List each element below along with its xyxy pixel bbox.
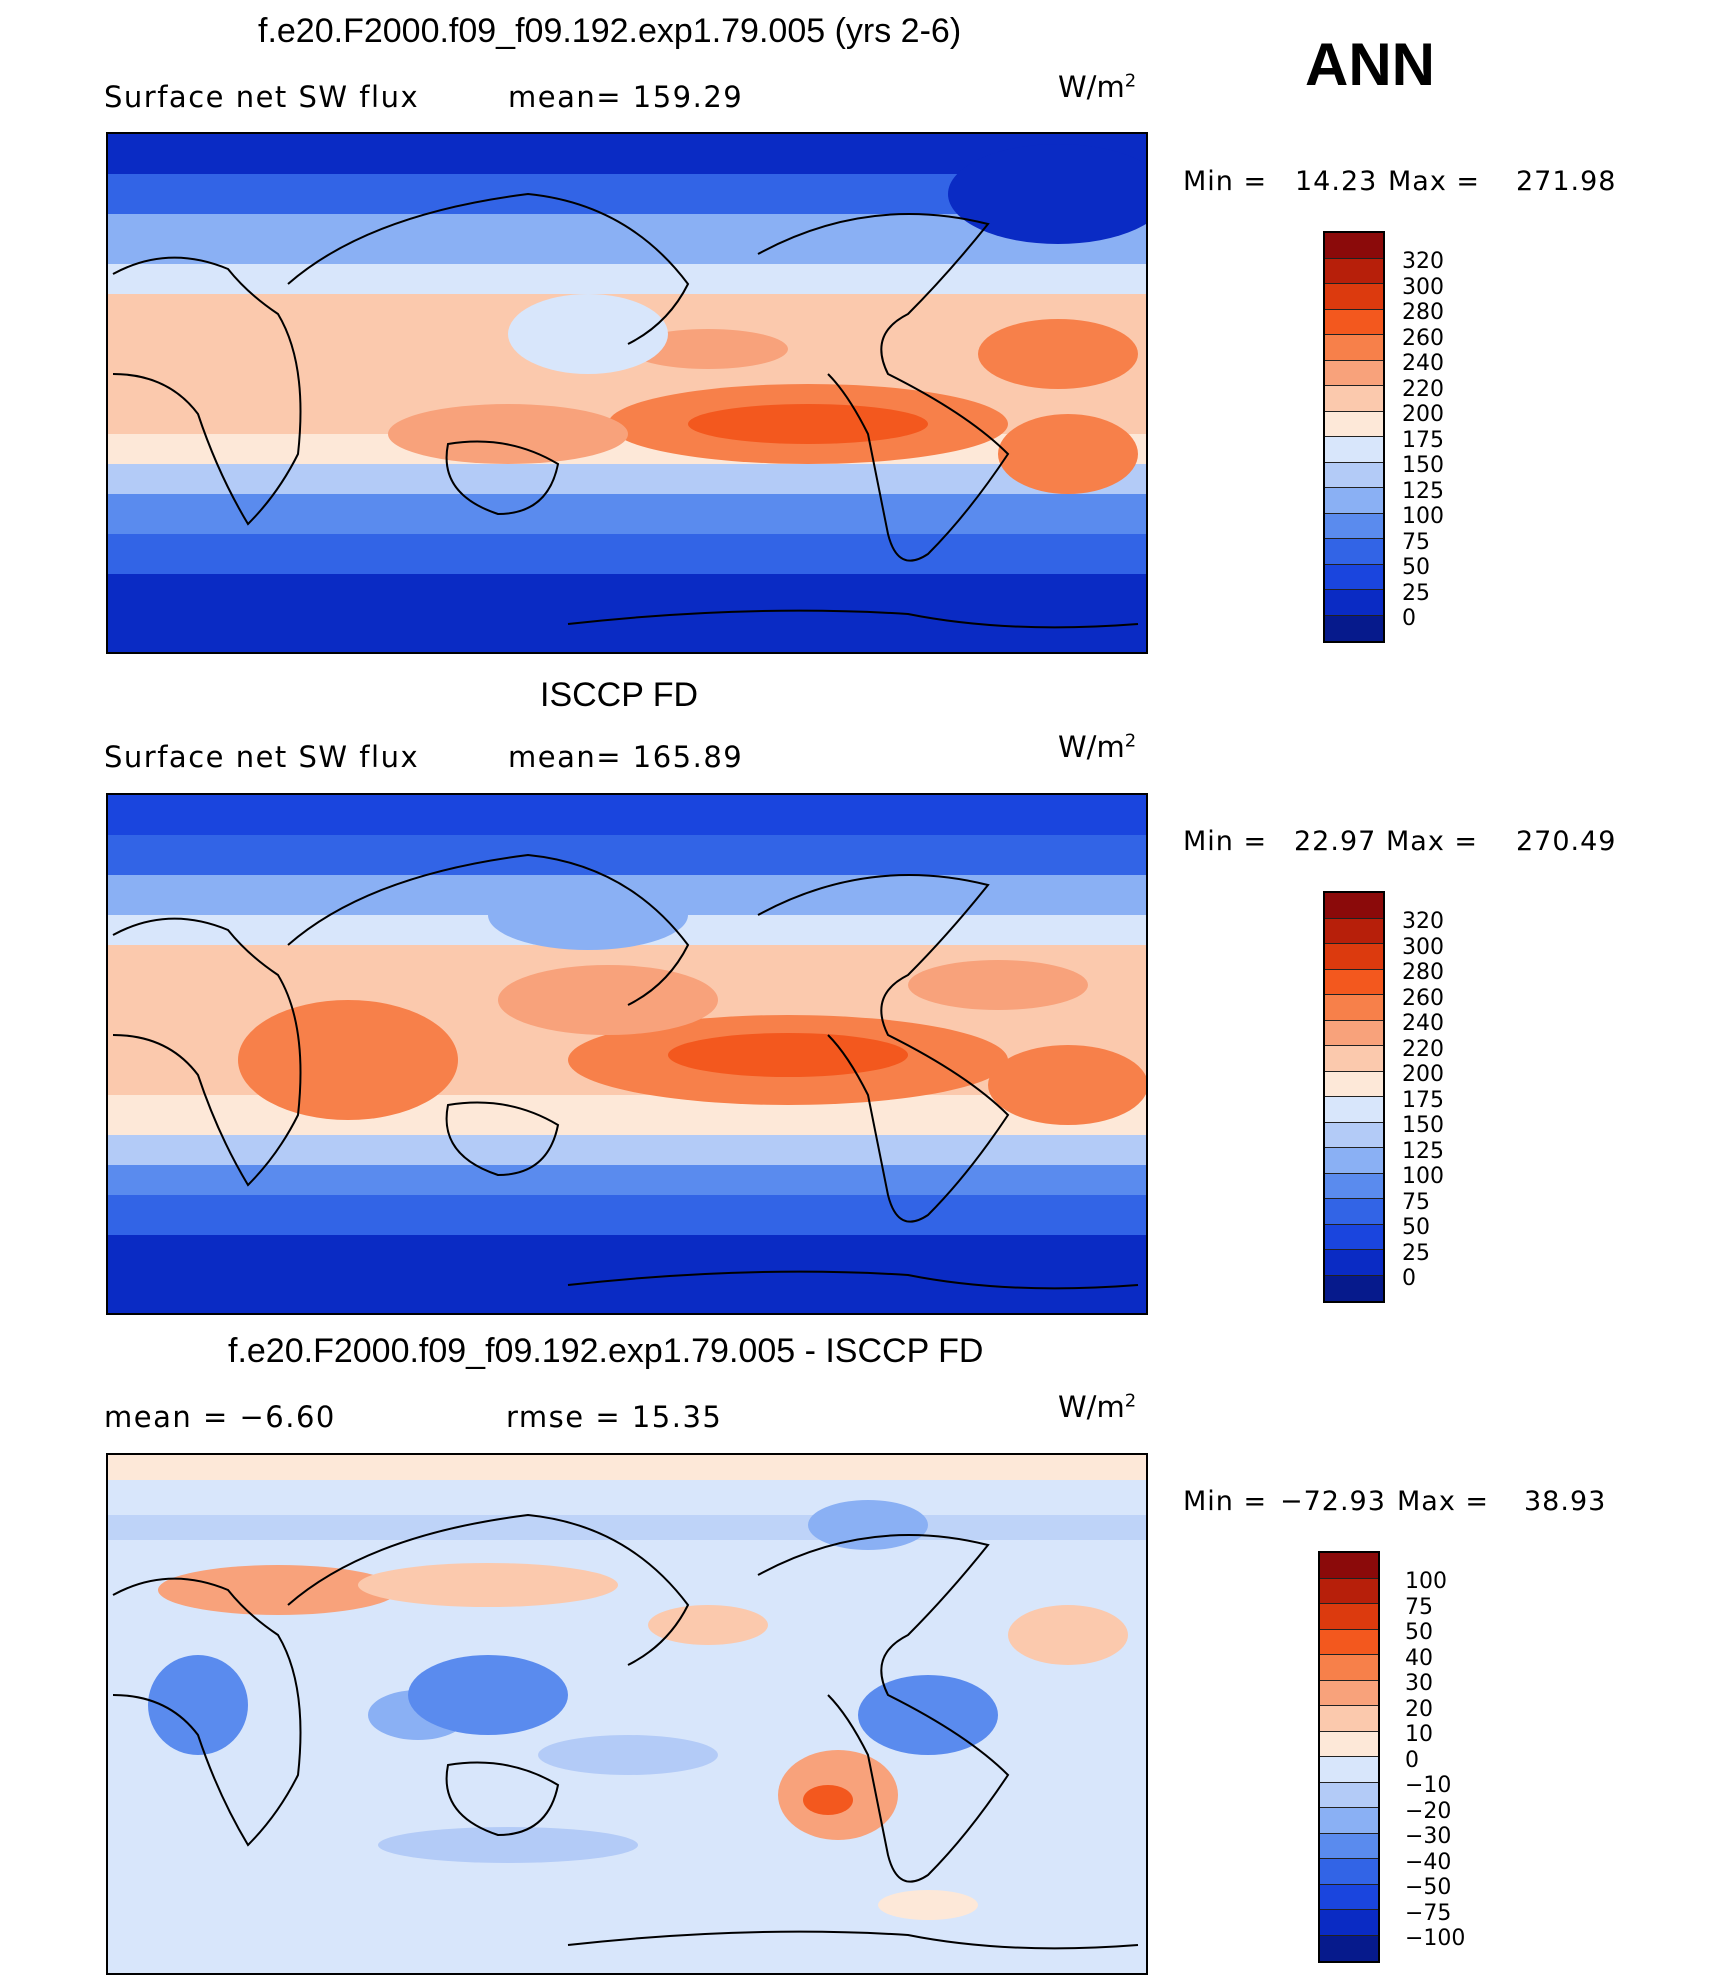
panel2-max-value: 270.49	[1516, 826, 1617, 857]
colorbar-tick-label: 220	[1402, 1036, 1444, 1062]
panel1-min-value: 14.23	[1295, 166, 1378, 197]
colorbar-tick-label: 0	[1402, 1266, 1416, 1291]
colorbar-tick-label: 75	[1402, 1189, 1430, 1215]
panel3-map	[106, 1453, 1148, 1975]
colorbar-tick-label: −20	[1405, 1798, 1452, 1824]
panel1-map	[106, 132, 1148, 654]
panel2-units: W/m2	[1058, 730, 1137, 764]
colorbar-tick-label: 280	[1402, 960, 1444, 985]
panel2-title: ISCCP FD	[540, 676, 699, 714]
colorbar-tick-label: −75	[1405, 1900, 1452, 1926]
panel1-title: f.e20.F2000.f09_f09.192.exp1.79.005 (yrs…	[258, 12, 962, 50]
colorbar-tick-label: 300	[1402, 274, 1444, 300]
colorbar-tick-label: 10	[1405, 1722, 1433, 1747]
colorbar-tick-label: −40	[1405, 1849, 1452, 1875]
panel2-mean: mean= 165.89	[508, 740, 744, 774]
colorbar-tick-label: 200	[1402, 402, 1444, 427]
panel3-colorbar	[1318, 1551, 1380, 1963]
panel1-max-value: 271.98	[1516, 166, 1617, 197]
colorbar-tick-label: 260	[1402, 985, 1444, 1011]
colorbar-tick-label: 50	[1402, 555, 1430, 580]
colorbar-tick-label: 0	[1402, 606, 1416, 631]
colorbar-tick-label: 100	[1402, 1164, 1444, 1189]
panel3-max-label: Max =	[1397, 1486, 1490, 1517]
colorbar-tick-label: 150	[1402, 1113, 1444, 1138]
colorbar-tick-label: 20	[1405, 1696, 1433, 1722]
panel1-max-label: Max =	[1388, 166, 1481, 197]
panel1-field-label: Surface net SW flux	[104, 80, 420, 114]
panel2-max-label: Max =	[1386, 826, 1479, 857]
colorbar-tick-label: 50	[1402, 1215, 1430, 1240]
colorbar-tick-label: −100	[1405, 1926, 1466, 1951]
colorbar-tick-label: 100	[1405, 1569, 1447, 1594]
panel1-colorbar	[1323, 231, 1385, 643]
panel3-mean: mean = −6.60	[104, 1400, 336, 1434]
colorbar-tick-label: 50	[1405, 1620, 1433, 1645]
colorbar-tick-label: 240	[1402, 351, 1444, 376]
colorbar-tick-label: 0	[1405, 1747, 1419, 1773]
colorbar-tick-label: 30	[1405, 1671, 1433, 1696]
panel2-field-label: Surface net SW flux	[104, 740, 420, 774]
colorbar-tick-label: 320	[1402, 249, 1444, 274]
panel2-map	[106, 793, 1148, 1315]
panel3-units: W/m2	[1058, 1390, 1137, 1424]
colorbar-tick-label: 150	[1402, 453, 1444, 478]
colorbar-tick-label: 125	[1402, 478, 1444, 504]
colorbar-tick-label: 175	[1402, 427, 1444, 453]
colorbar-tick-label: 100	[1402, 504, 1444, 529]
colorbar-tick-label: 75	[1402, 529, 1430, 555]
colorbar-tick-label: 320	[1402, 909, 1444, 934]
colorbar-tick-label: 175	[1402, 1087, 1444, 1113]
panel3-min-value: −72.93	[1280, 1486, 1386, 1517]
colorbar-tick-label: −30	[1405, 1824, 1452, 1849]
colorbar-tick-label: 25	[1402, 1240, 1430, 1266]
colorbar-tick-label: 125	[1402, 1138, 1444, 1164]
colorbar-tick-label: 200	[1402, 1062, 1444, 1087]
panel3-rmse: rmse = 15.35	[506, 1400, 723, 1434]
colorbar-tick-label: 260	[1402, 325, 1444, 351]
panel1-units: W/m2	[1058, 70, 1137, 104]
panel2-min-value: 22.97	[1294, 826, 1377, 857]
colorbar-tick-label: 240	[1402, 1011, 1444, 1036]
colorbar-tick-label: −10	[1405, 1773, 1452, 1798]
colorbar-tick-label: 40	[1405, 1645, 1433, 1671]
colorbar-tick-label: 75	[1405, 1594, 1433, 1620]
panel3-max-value: 38.93	[1524, 1486, 1607, 1517]
panel2-colorbar	[1323, 891, 1385, 1303]
panel3-title: f.e20.F2000.f09_f09.192.exp1.79.005 - IS…	[228, 1332, 984, 1370]
panel3-min-label: Min =	[1183, 1486, 1268, 1517]
colorbar-tick-label: 220	[1402, 376, 1444, 402]
colorbar-tick-label: 25	[1402, 580, 1430, 606]
season-label: ANN	[1305, 31, 1435, 98]
colorbar-tick-label: −50	[1405, 1875, 1452, 1900]
colorbar-tick-label: 300	[1402, 934, 1444, 960]
panel1-mean: mean= 159.29	[508, 80, 744, 114]
colorbar-tick-label: 280	[1402, 300, 1444, 325]
panel1-min-label: Min =	[1183, 166, 1268, 197]
panel2-min-label: Min =	[1183, 826, 1268, 857]
